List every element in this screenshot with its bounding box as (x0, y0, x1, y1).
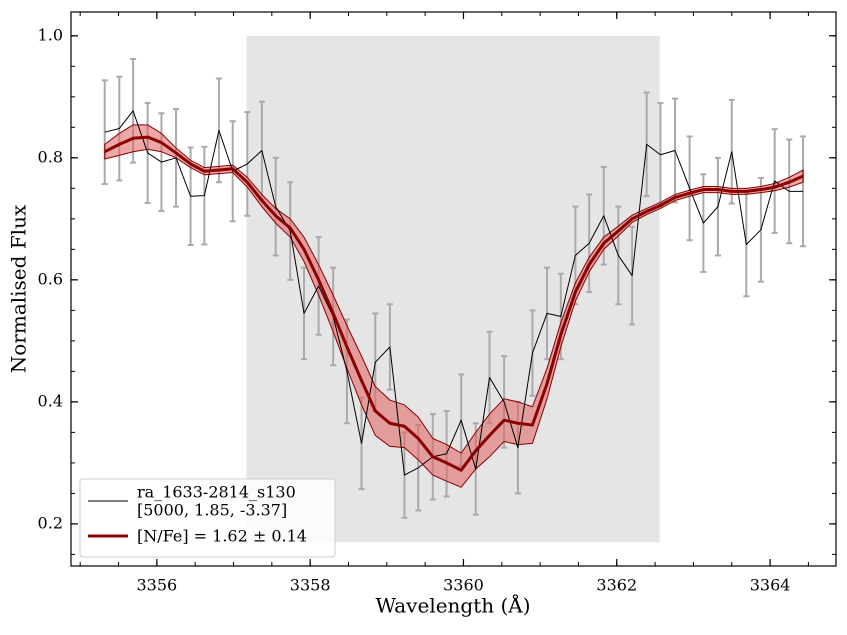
x-tick-label: 3364 (750, 576, 791, 595)
x-axis-label: Wavelength (Å) (375, 593, 530, 618)
legend-label: [N/Fe] = 1.62 ± 0.14 (137, 527, 307, 546)
y-tick-label: 1.0 (38, 25, 63, 44)
y-axis-label: Normalised Flux (7, 204, 31, 373)
y-tick-label: 0.8 (38, 147, 63, 166)
series-line (104, 135, 804, 472)
x-tick-label: 3360 (443, 576, 484, 595)
x-tick-label: 3362 (596, 576, 637, 595)
legend-box (79, 478, 336, 558)
legend-label: [5000, 1.85, -3.37] (137, 501, 287, 520)
y-tick-label: 0.6 (38, 269, 63, 288)
y-tick-label: 0.4 (38, 391, 63, 410)
legend: ra_1633-2814_s130[5000, 1.85, -3.37] [N/F… (79, 478, 336, 558)
model-band (104, 124, 804, 488)
legend-label: ra_1633-2814_s130 (137, 483, 296, 502)
plot-frame (70, 11, 837, 567)
x-tick-label: 3358 (290, 576, 331, 595)
series-line (104, 110, 804, 476)
y-tick-label: 0.2 (38, 513, 63, 532)
x-tick-label: 3356 (136, 576, 177, 595)
